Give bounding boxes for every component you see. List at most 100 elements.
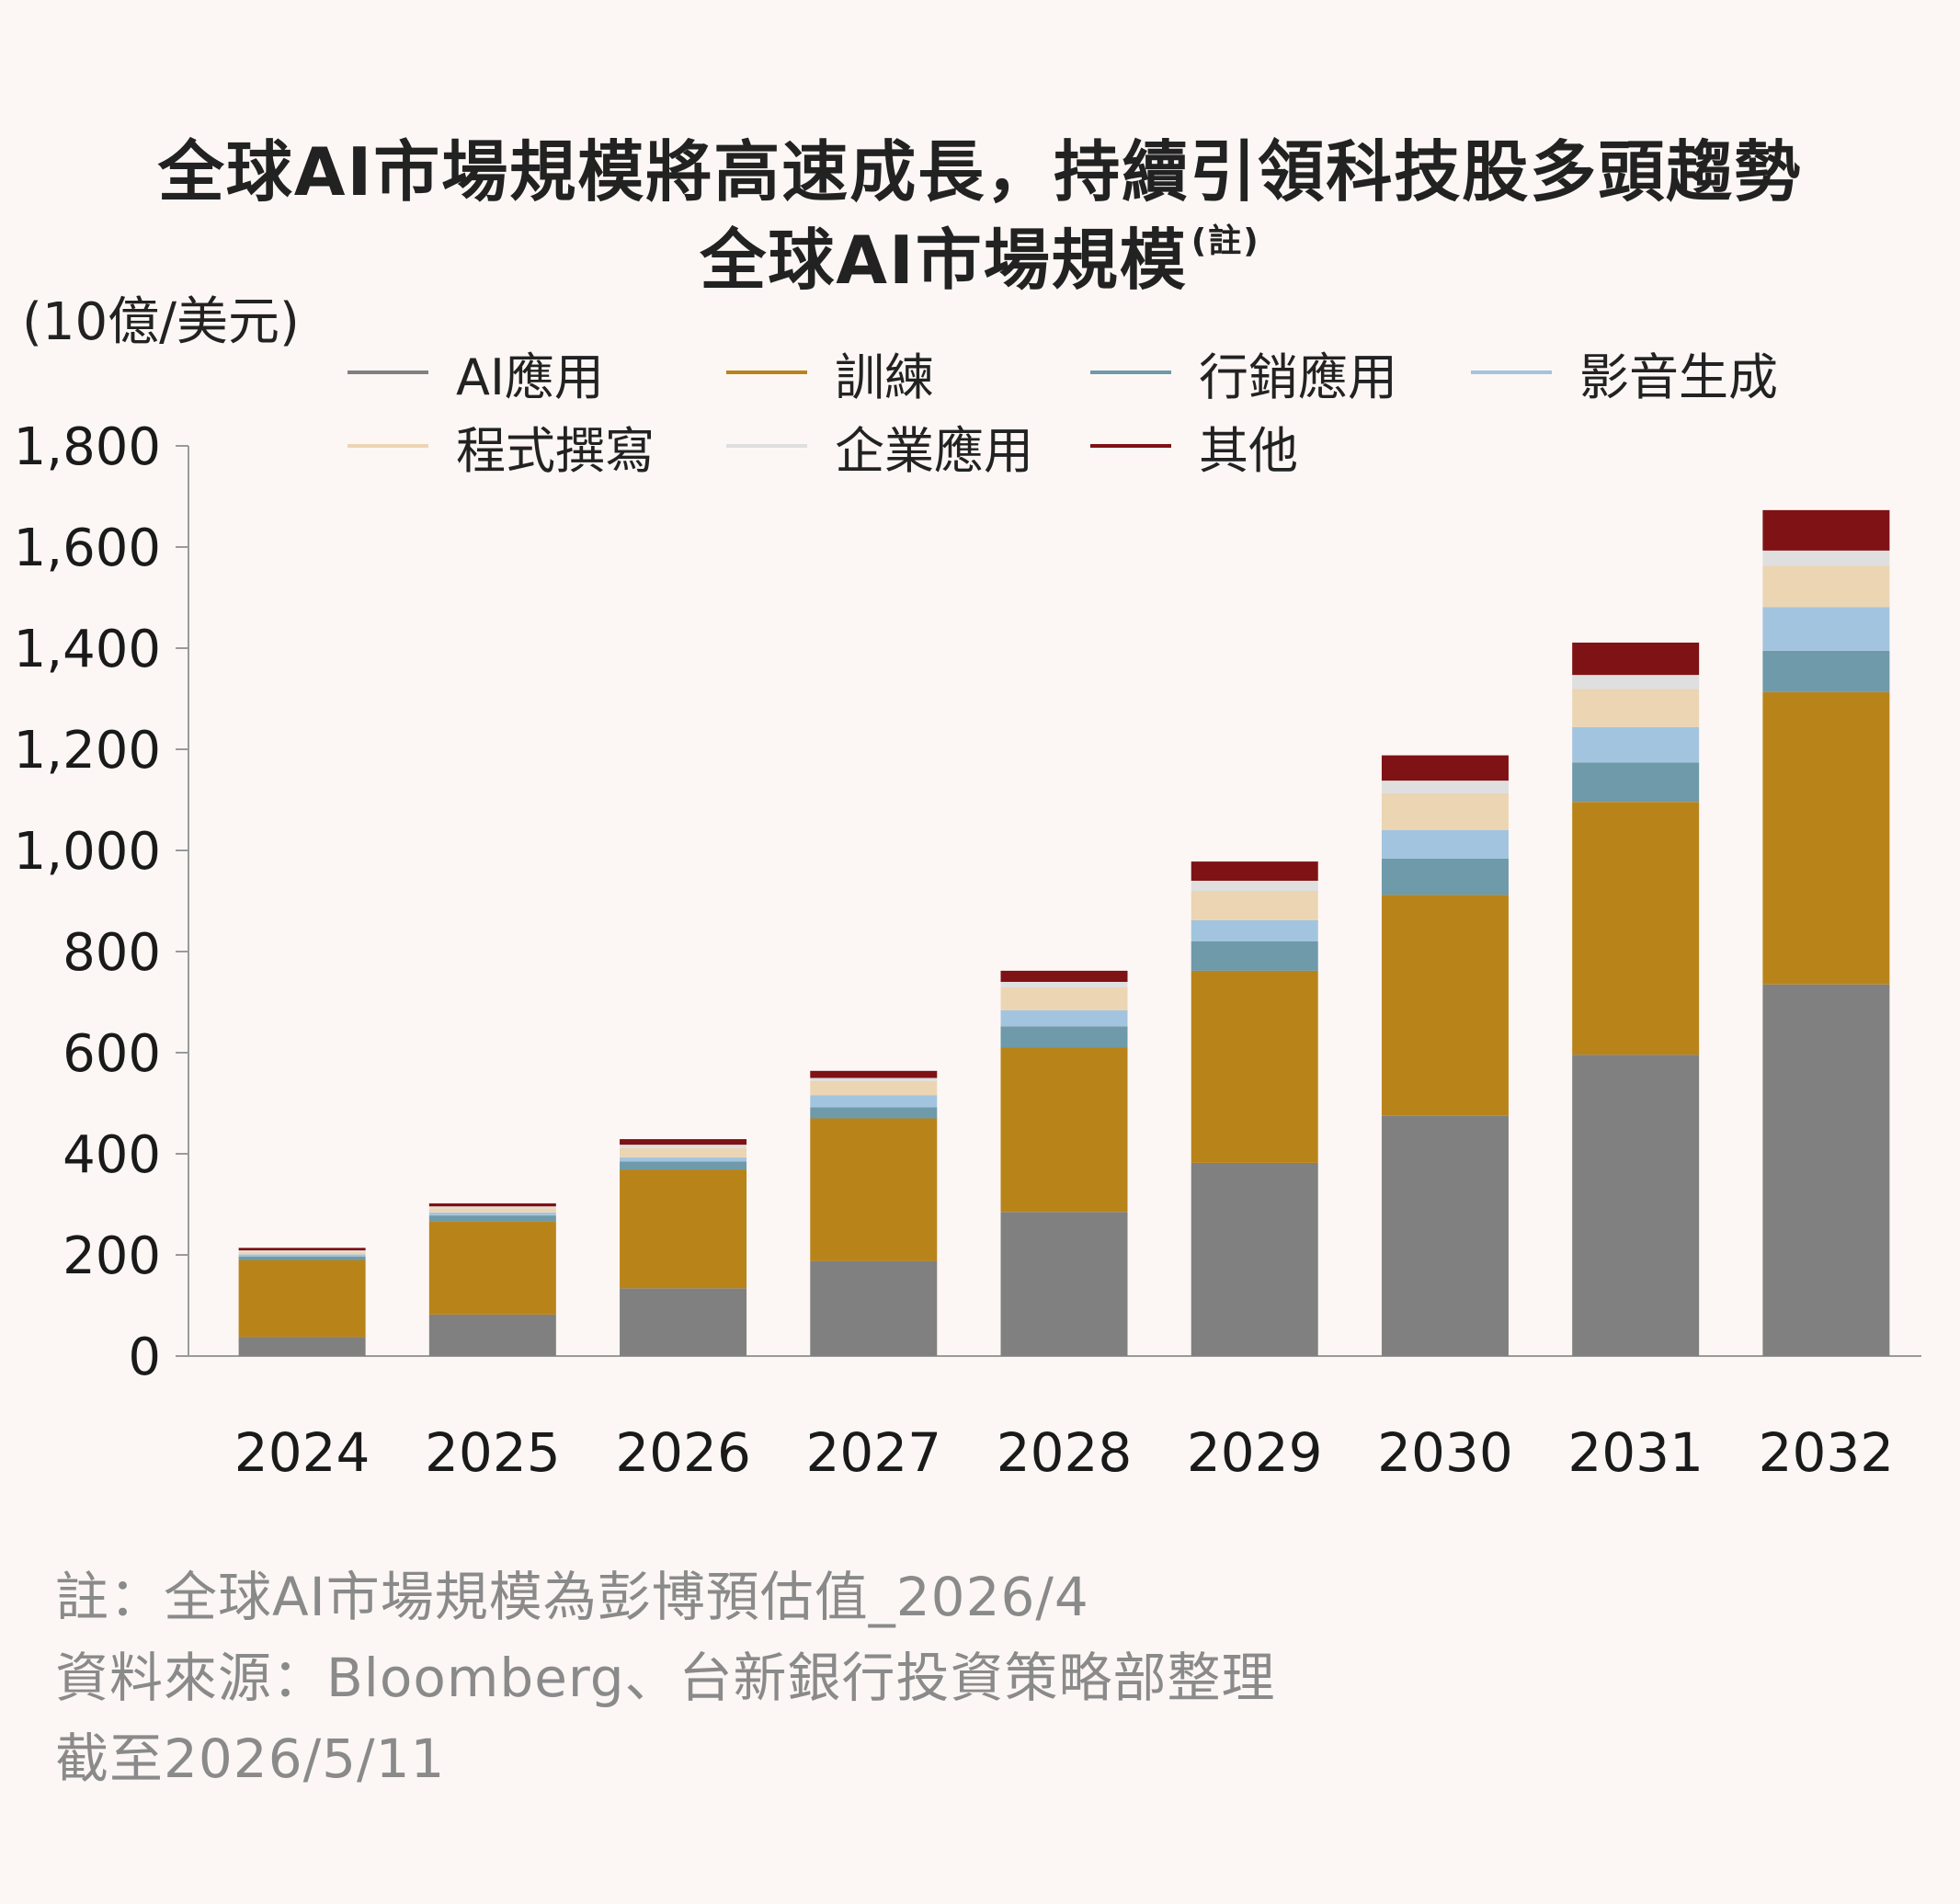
bar-segment	[238, 1250, 366, 1252]
bar-segment	[428, 1215, 556, 1222]
bar-segment	[1381, 781, 1509, 793]
bar-segment	[428, 1221, 556, 1315]
y-tick-label: 600	[63, 1024, 161, 1084]
bar-segment	[238, 1251, 366, 1255]
y-tick-label: 1,400	[14, 620, 161, 679]
y-tick-label: 1,200	[14, 721, 161, 781]
tick-labels: 0 200 400 600 800 1,000 1,200 1,400 1,600 1,800 20…	[14, 417, 1895, 1484]
x-tick-label: 2032	[1759, 1421, 1895, 1484]
legend-item: 行銷應用	[1090, 340, 1397, 406]
bar-segment	[1000, 970, 1128, 982]
bar-segment	[238, 1256, 366, 1260]
bar-segment	[1191, 919, 1318, 941]
bar-segment	[1572, 689, 1700, 727]
bar-segment	[1381, 755, 1509, 781]
legend-item: 影音生成	[1471, 340, 1778, 406]
bar-segment	[238, 1260, 366, 1338]
legend-item: 其他	[1090, 414, 1298, 480]
bar-segment	[620, 1147, 747, 1157]
bar-segment	[1762, 509, 1890, 551]
legend-swatch	[1471, 371, 1552, 374]
y-tick-label: 800	[63, 923, 161, 983]
bar-segment	[428, 1208, 556, 1213]
bar-segment	[810, 1260, 938, 1356]
bar-segment	[1000, 1212, 1128, 1356]
bar-segment	[1572, 1055, 1700, 1356]
legend-label: 訓練	[835, 348, 934, 406]
x-tick-label: 2030	[1377, 1421, 1513, 1484]
bar-segment	[1762, 984, 1890, 1356]
bar-segment	[1191, 881, 1318, 891]
legend-swatch	[348, 371, 428, 374]
legend-swatch	[726, 371, 807, 374]
bar-segment	[620, 1139, 747, 1146]
bar-segment	[1191, 970, 1318, 1163]
bar-segment	[1381, 895, 1509, 1116]
legend-label: 程式撰寫	[456, 421, 655, 480]
bar-segment	[810, 1070, 938, 1078]
bar-segment	[1762, 691, 1890, 985]
bar-segment	[1762, 565, 1890, 608]
y-tick-label: 400	[63, 1125, 161, 1185]
legend-item: 企業應用	[726, 414, 1033, 480]
legend-label: 企業應用	[835, 421, 1033, 480]
bar-segment	[620, 1157, 747, 1162]
legend-swatch	[348, 444, 428, 448]
bar-segment	[810, 1095, 938, 1108]
legend-swatch	[1090, 371, 1171, 374]
subtitle-text: 全球AI市場規模	[700, 222, 1188, 299]
bar-segment	[238, 1337, 366, 1356]
bar-segment	[1191, 1162, 1318, 1356]
bars	[238, 509, 1890, 1356]
x-tick-label: 2027	[805, 1421, 941, 1484]
y-tick-label: 1,800	[14, 417, 161, 477]
bar-segment	[238, 1248, 366, 1251]
x-tick-label: 2025	[425, 1421, 561, 1484]
chart-subtitle: 全球AI市場規模 (註)	[0, 206, 1960, 302]
legend-label: 行銷應用	[1199, 348, 1397, 406]
bar-segment	[1000, 1009, 1128, 1027]
source-note: 資料來源：Bloomberg、台新銀行投資策略部整理	[55, 1647, 1276, 1709]
bar-segment	[1762, 607, 1890, 651]
bar-segment	[1572, 762, 1700, 803]
subtitle-note: (註)	[1191, 222, 1260, 260]
x-tick-label: 2028	[997, 1421, 1133, 1484]
bar-segment	[1381, 830, 1509, 859]
y-tick-label: 0	[128, 1328, 161, 1387]
bar-segment	[1191, 891, 1318, 920]
legend-item: 訓練	[726, 340, 934, 406]
bar-segment	[1000, 982, 1128, 988]
bar-segment	[1191, 941, 1318, 971]
bar-segment	[1762, 650, 1890, 692]
bar-segment	[1762, 550, 1890, 566]
bar-segment	[1381, 1115, 1509, 1356]
bar-segment	[1381, 858, 1509, 895]
y-tick-label: 1,000	[14, 822, 161, 882]
legend-swatch	[1090, 444, 1171, 448]
bar-segment	[620, 1288, 747, 1356]
footnote: 註：全球AI市場規模為彭博預估值_2026/4	[55, 1566, 1089, 1628]
bar-segment	[1000, 987, 1128, 1010]
x-tick-label: 2031	[1567, 1421, 1704, 1484]
bar-segment	[1000, 1026, 1128, 1048]
legend-label: AI應用	[456, 348, 604, 406]
bar-segment	[428, 1212, 556, 1216]
bar-segment	[620, 1145, 747, 1148]
legend-item: AI應用	[348, 340, 604, 406]
y-tick-label: 200	[63, 1226, 161, 1286]
bar-segment	[810, 1107, 938, 1119]
bar-segment	[428, 1314, 556, 1356]
x-tick-label: 2029	[1187, 1421, 1323, 1484]
bar-segment	[428, 1206, 556, 1209]
y-tick-label: 1,600	[14, 519, 161, 578]
bar-segment	[810, 1080, 938, 1096]
bar-segment	[1000, 1047, 1128, 1213]
legend-label: 其他	[1199, 421, 1298, 480]
bar-segment	[1572, 642, 1700, 676]
bar-segment	[1572, 726, 1700, 763]
legend-label: 影音生成	[1579, 348, 1778, 406]
chart-title: 全球AI市場規模將高速成長，持續引領科技股多頭趨勢	[157, 133, 1803, 211]
bar-segment	[1572, 675, 1700, 690]
bar-segment	[810, 1077, 938, 1081]
bar-segment	[620, 1161, 747, 1170]
